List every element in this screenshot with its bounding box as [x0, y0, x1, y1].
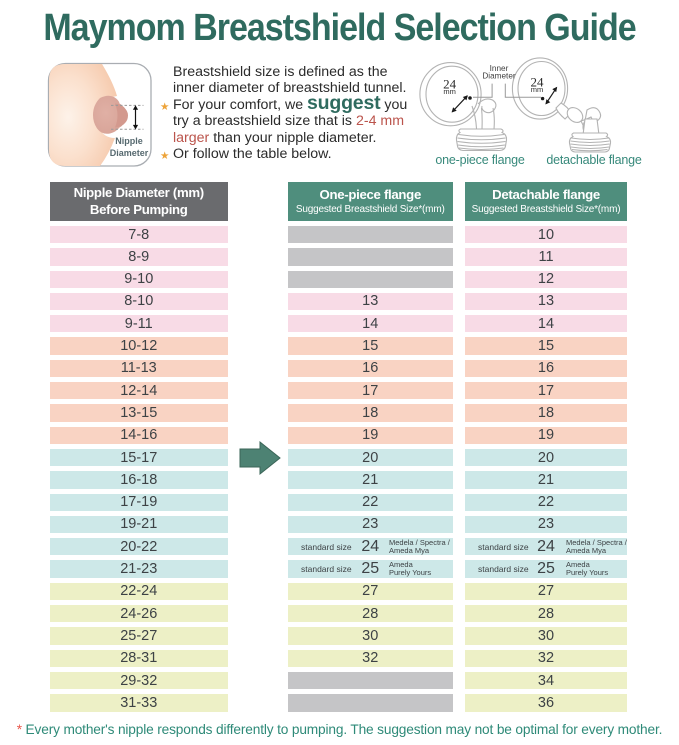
svg-text:24: 24: [443, 76, 457, 91]
svg-text:24: 24: [531, 75, 545, 90]
svg-text:mm: mm: [443, 87, 456, 96]
svg-text:mm: mm: [531, 85, 544, 94]
